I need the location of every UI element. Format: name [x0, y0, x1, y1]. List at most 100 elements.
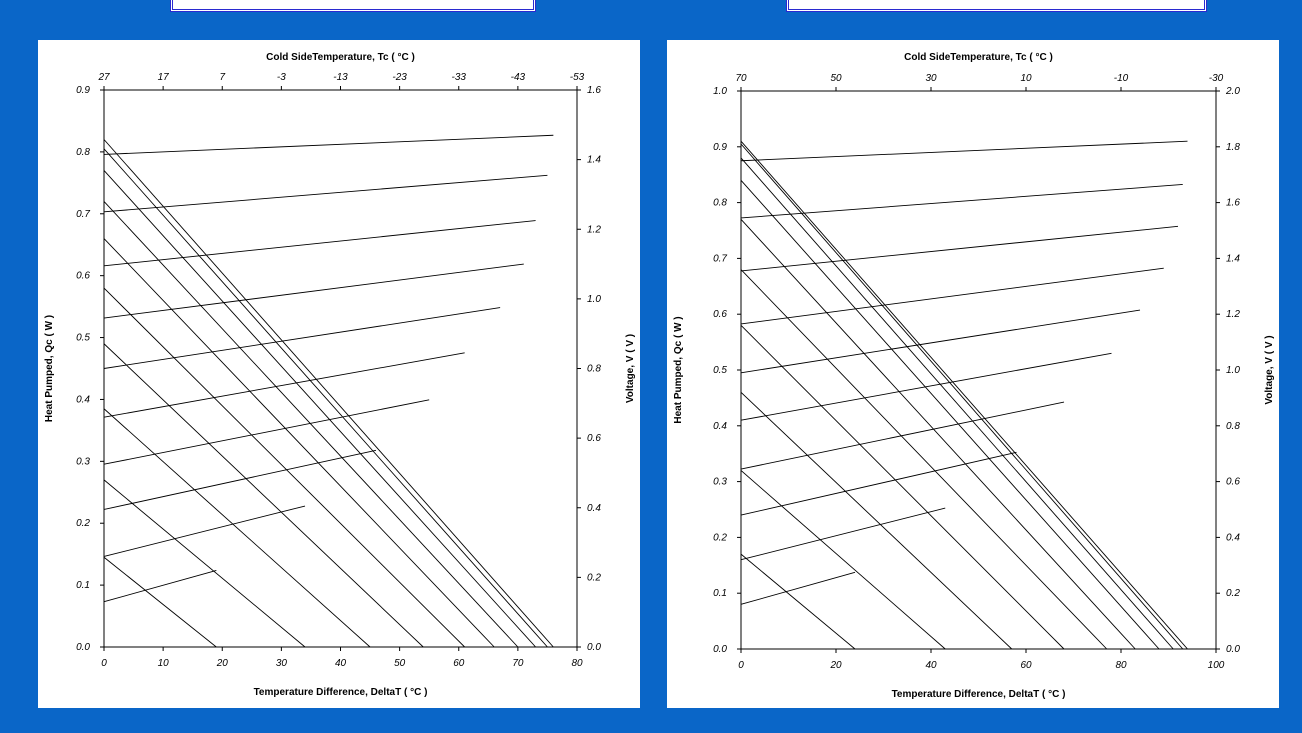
x2-tick-label: -53	[570, 72, 585, 83]
y-tick-label: 0.6	[76, 271, 90, 282]
heat-pumped-line	[103, 556, 217, 648]
x-tick-label: 40	[335, 658, 347, 669]
y2-tick-label: 2.0	[1225, 86, 1240, 97]
voltage-line	[740, 309, 1141, 374]
x-tick-label: 10	[158, 658, 170, 669]
x2-tick-label: 17	[158, 72, 170, 83]
y-tick-label: 0.3	[76, 456, 90, 467]
voltage-line	[103, 307, 501, 369]
y-tick-label: 0.7	[713, 253, 727, 264]
plot-frame	[740, 90, 1217, 650]
heat-pumped-line	[103, 343, 424, 648]
y-tick-label: 0.6	[713, 309, 727, 320]
x-tick-label: 40	[925, 660, 937, 671]
voltage-line	[103, 263, 524, 319]
y-axis-title: Heat Pumped, Qc ( W )	[44, 315, 55, 422]
voltage-line	[740, 184, 1183, 219]
voltage-line	[740, 401, 1065, 470]
voltage-line	[740, 225, 1179, 272]
x-tick-label: 30	[276, 658, 288, 669]
x-tick-label: 20	[216, 658, 229, 669]
voltage-line	[103, 449, 377, 510]
chart-left: 0 10 20 30 40 50 60 70 80 27 17 7 -3 -13 -23 -33 -43 -53 0…	[44, 52, 636, 698]
top-right-frame	[786, 0, 1207, 12]
voltage-line	[740, 507, 946, 561]
heat-pumped-line	[740, 143, 1184, 650]
x-tick-label: 80	[1115, 660, 1127, 671]
x2-tick-label: -13	[333, 72, 348, 83]
y2-tick-label: 0.8	[1226, 421, 1240, 432]
heat-pumped-line	[103, 139, 554, 648]
x2-tick-label: 10	[1020, 73, 1032, 84]
voltage-line	[103, 569, 217, 603]
x-tick-label: 60	[1020, 660, 1032, 671]
x-tick-label: 80	[571, 658, 583, 669]
x2-tick-label: 70	[735, 73, 747, 84]
y2-tick-label: 0.2	[587, 572, 601, 583]
y2-tick-label: 1.6	[1226, 198, 1240, 209]
y-tick-label: 0.9	[76, 85, 90, 96]
heat-pumped-line	[103, 479, 306, 648]
y2-tick-label: 1.0	[587, 294, 601, 305]
heat-pumped-line	[740, 553, 856, 650]
y2-tick-label: 0.2	[1226, 588, 1240, 599]
x2-tick-label: 7	[219, 72, 225, 83]
heat-pumped-line	[103, 170, 536, 648]
x2-axis-title: Cold SideTemperature, Tc ( °C )	[904, 52, 1053, 63]
x2-tick-label: 27	[97, 72, 110, 83]
y-tick-label: 0.8	[76, 147, 90, 158]
x-tick-label: 20	[829, 660, 842, 671]
y-axis-title: Heat Pumped, Qc ( W )	[673, 316, 684, 423]
y2-tick-label: 0.0	[1226, 644, 1240, 655]
y-tick-label: 0.4	[713, 421, 727, 432]
x-tick-label: 50	[394, 658, 406, 669]
heat-pumped-line	[740, 470, 946, 650]
plot-frame	[103, 89, 578, 648]
voltage-line	[103, 220, 536, 267]
x2-tick-label: -30	[1209, 73, 1224, 84]
x-tick-label: 60	[453, 658, 465, 669]
x-axis-title: Temperature Difference, DeltaT ( °C )	[254, 687, 428, 698]
y2-tick-label: 1.0	[1226, 365, 1240, 376]
heat-pumped-line	[103, 148, 548, 648]
x2-tick-label: -33	[452, 72, 467, 83]
y-tick-label: 0.0	[713, 644, 727, 655]
y2-tick-label: 0.4	[1226, 532, 1240, 543]
y-tick-label: 0.0	[76, 642, 90, 653]
y2-tick-label: 1.2	[1226, 309, 1240, 320]
y2-axis-title: Voltage, V ( V )	[625, 334, 636, 403]
y-tick-label: 0.1	[76, 580, 90, 591]
heat-pumped-line	[740, 140, 1188, 650]
voltage-line	[103, 505, 306, 557]
heat-pumped-line	[740, 325, 1065, 650]
y-tick-label: 0.7	[76, 209, 90, 220]
x2-axis-title: Cold SideTemperature, Tc ( °C )	[266, 52, 415, 63]
y2-tick-label: 0.8	[587, 364, 601, 375]
chart-panel-right: 0 20 40 60 80 100 70 50 30 10 -10 -30 0.0 0.1 0.2 0.3 0.…	[667, 40, 1279, 708]
y-tick-label: 0.1	[713, 588, 727, 599]
y2-tick-label: 1.2	[587, 224, 601, 235]
x-tick-label: 100	[1208, 660, 1225, 671]
y2-tick-label: 1.8	[1226, 142, 1240, 153]
y2-tick-label: 0.4	[587, 503, 601, 514]
y-tick-label: 0.9	[713, 142, 727, 153]
voltage-line	[740, 267, 1164, 325]
heat-pumped-line	[103, 201, 519, 648]
voltage-line	[740, 140, 1188, 162]
heat-pumped-line	[740, 157, 1174, 650]
y2-tick-label: 0.6	[1226, 477, 1240, 488]
voltage-line	[103, 174, 548, 213]
x-tick-label: 0	[738, 660, 744, 671]
y-tick-label: 1.0	[713, 86, 727, 97]
voltage-line	[103, 352, 465, 418]
x2-tick-label: 30	[925, 73, 937, 84]
y-tick-label: 0.8	[713, 198, 727, 209]
y-tick-label: 0.2	[76, 518, 90, 529]
x-axis-title: Temperature Difference, DeltaT ( °C )	[892, 689, 1066, 700]
voltage-line	[740, 352, 1112, 421]
heat-pumped-line	[103, 238, 495, 648]
y-tick-label: 0.5	[76, 333, 90, 344]
chart-right: 0 20 40 60 80 100 70 50 30 10 -10 -30 0.0 0.1 0.2 0.3 0.…	[673, 52, 1275, 700]
y2-tick-label: 0.0	[587, 642, 601, 653]
y-tick-label: 0.2	[713, 532, 727, 543]
